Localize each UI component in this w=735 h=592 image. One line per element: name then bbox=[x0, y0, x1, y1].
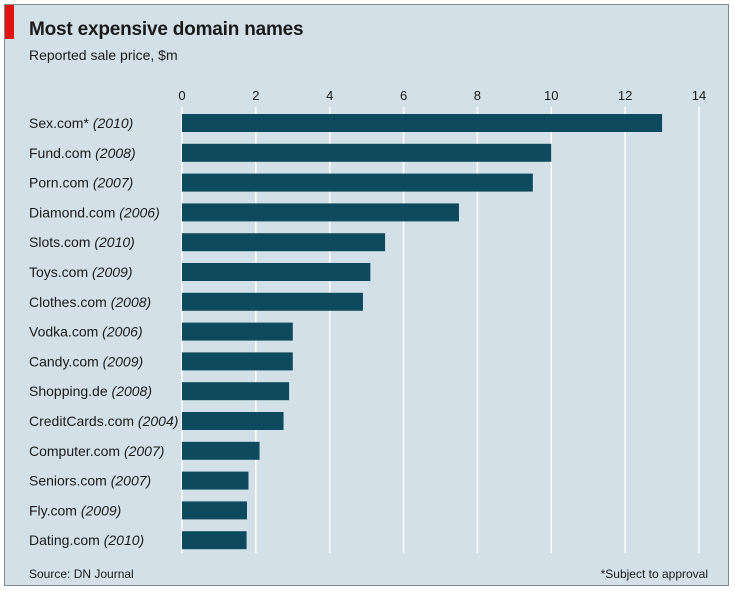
category-label: Fly.com (2009) bbox=[29, 502, 121, 518]
bar bbox=[182, 173, 533, 192]
footnote: *Subject to approval bbox=[600, 567, 708, 581]
source-note: Source: DN Journal bbox=[29, 567, 134, 581]
bar bbox=[182, 501, 247, 520]
bar bbox=[182, 382, 290, 401]
category-label: Computer.com (2007) bbox=[29, 443, 164, 459]
chart-subtitle: Reported sale price, $m bbox=[29, 47, 178, 63]
category-label: Slots.com (2010) bbox=[29, 234, 135, 250]
chart-frame: Most expensive domain names Reported sal… bbox=[4, 4, 729, 586]
x-tick-label: 0 bbox=[178, 88, 185, 103]
bar bbox=[182, 292, 363, 311]
bar bbox=[182, 322, 293, 341]
bar bbox=[182, 263, 371, 281]
x-tick-label: 2 bbox=[252, 88, 259, 103]
bar bbox=[182, 441, 260, 460]
x-tick-label: 12 bbox=[618, 88, 632, 103]
category-label: Seniors.com (2007) bbox=[29, 473, 151, 489]
bar bbox=[182, 114, 663, 132]
category-label: Dating.com (2010) bbox=[29, 532, 144, 548]
bar bbox=[182, 352, 293, 371]
category-label: Clothes.com (2008) bbox=[29, 294, 151, 310]
x-tick-label: 6 bbox=[400, 88, 407, 103]
category-label: CreditCards.com (2004) bbox=[29, 413, 178, 429]
category-label: Vodka.com (2006) bbox=[29, 324, 143, 340]
bar bbox=[182, 233, 386, 252]
bar bbox=[182, 412, 284, 430]
x-tick-label: 14 bbox=[692, 88, 706, 103]
category-label: Porn.com (2007) bbox=[29, 175, 133, 191]
bar bbox=[182, 203, 459, 222]
chart-title: Most expensive domain names bbox=[29, 19, 304, 40]
category-label: Diamond.com (2006) bbox=[29, 204, 160, 220]
category-label: Fund.com (2008) bbox=[29, 145, 136, 161]
x-tick-label: 8 bbox=[474, 88, 481, 103]
category-label: Sex.com* (2010) bbox=[29, 115, 133, 131]
x-tick-label: 10 bbox=[544, 88, 558, 103]
bar bbox=[182, 143, 552, 162]
category-label: Toys.com (2009) bbox=[29, 264, 132, 280]
category-label: Candy.com (2009) bbox=[29, 353, 143, 369]
bar-chart: 0 2 4 6 8 10 12 14 Sex.com* (2010) Fund.com (2008… bbox=[29, 88, 706, 553]
x-tick-label: 4 bbox=[326, 88, 333, 103]
brand-tab bbox=[5, 5, 14, 39]
bar bbox=[182, 471, 249, 490]
category-label: Shopping.de (2008) bbox=[29, 383, 152, 399]
bar bbox=[182, 531, 247, 550]
